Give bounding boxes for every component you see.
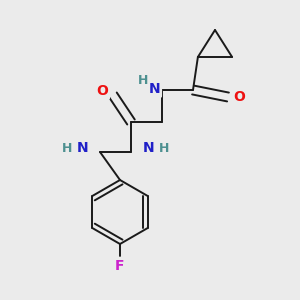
Text: H: H bbox=[61, 142, 72, 154]
Text: N: N bbox=[148, 82, 160, 96]
Text: O: O bbox=[96, 84, 108, 98]
Text: N: N bbox=[76, 141, 88, 155]
Text: H: H bbox=[159, 142, 169, 154]
Text: F: F bbox=[115, 259, 125, 273]
Text: O: O bbox=[233, 90, 245, 104]
Text: H: H bbox=[138, 74, 148, 86]
Text: N: N bbox=[143, 141, 154, 155]
